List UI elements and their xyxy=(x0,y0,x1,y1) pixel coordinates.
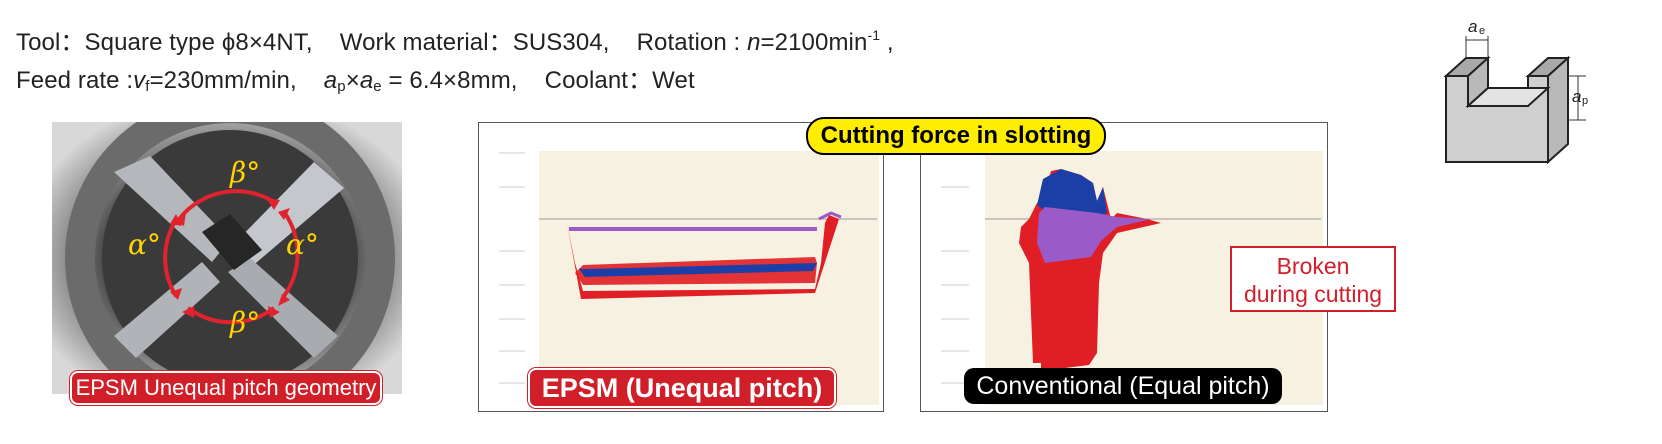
cutting-conditions-line-2: Feed rate :vf=230mm/min, ap×ae = 6.4×8mm… xyxy=(16,60,695,95)
ap-dimension-symbol: a xyxy=(1572,87,1581,106)
feed-symbol: v xyxy=(133,67,146,94)
rotation-symbol: n xyxy=(747,29,761,56)
feed-value: =230mm/min, xyxy=(149,67,297,94)
rotation-value: =2100min xyxy=(760,29,868,56)
epsm-purple-tail xyxy=(818,211,842,221)
broken-note: Broken during cutting xyxy=(1230,246,1396,312)
epsm-blue-trace xyxy=(579,263,817,277)
rotation-label: Rotation : xyxy=(636,29,748,56)
epsm-label: EPSM (Unequal pitch) xyxy=(528,368,836,408)
epsm-red-trace xyxy=(567,215,839,299)
alpha-right-label: α° xyxy=(286,228,319,261)
ae-dimension-subscript: e xyxy=(1479,25,1485,37)
times-sign: × xyxy=(345,67,360,94)
epsm-purple-trace xyxy=(569,227,817,231)
conventional-force-chart xyxy=(920,122,1328,412)
feed-label: Feed rate : xyxy=(16,67,134,94)
ap-symbol: a xyxy=(323,67,338,94)
epsm-force-plot xyxy=(499,151,879,405)
beta-bottom-label: β° xyxy=(229,306,260,339)
ae-subscript: e xyxy=(373,78,382,95)
conventional-label: Conventional (Equal pitch) xyxy=(964,368,1282,404)
ap-subscript: p xyxy=(337,78,346,95)
chart-title: Cutting force in slotting xyxy=(806,117,1106,155)
slot-diagram: a e a p xyxy=(1440,14,1660,182)
slot-block-drawing: a e a p xyxy=(1443,17,1588,165)
broken-note-line-1: Broken xyxy=(1276,253,1350,279)
conventional-purple-trace xyxy=(1037,207,1151,263)
feed-subscript: f xyxy=(145,78,150,95)
conventional-axis-ticks xyxy=(941,152,969,384)
depth-value: = 6.4×8mm, xyxy=(381,67,518,94)
end-mill-illustration: β° β° α° α° xyxy=(52,122,402,394)
beta-top-label: β° xyxy=(229,156,260,189)
alpha-left-label: α° xyxy=(128,228,161,261)
broken-note-line-2: during cutting xyxy=(1243,281,1383,307)
epsm-axis-ticks xyxy=(499,152,525,384)
photo-caption: EPSM Unequal pitch geometry xyxy=(70,371,382,405)
work-material: Work material：SUS304, xyxy=(339,29,610,56)
conventional-blue-trace xyxy=(1037,169,1107,219)
ae-dimension-symbol: a xyxy=(1468,17,1477,36)
dimension-lines xyxy=(1465,36,1586,121)
cutting-conditions-line-1: Tool：Square type ϕ8×4NT, Work material：S… xyxy=(16,22,894,57)
epsm-force-chart xyxy=(478,122,884,412)
rotation-exponent: -1 xyxy=(867,27,881,43)
ae-symbol: a xyxy=(359,67,374,94)
slot-block xyxy=(1443,55,1571,165)
end-mill-photo: β° β° α° α° xyxy=(52,122,402,394)
tool-value: ϕ8×4NT, xyxy=(221,29,313,56)
rotation-tail: , xyxy=(880,29,894,56)
tool-label: Tool：Square type xyxy=(16,29,222,56)
ap-dimension-subscript: p xyxy=(1582,95,1588,107)
coolant: Coolant：Wet xyxy=(544,67,695,94)
